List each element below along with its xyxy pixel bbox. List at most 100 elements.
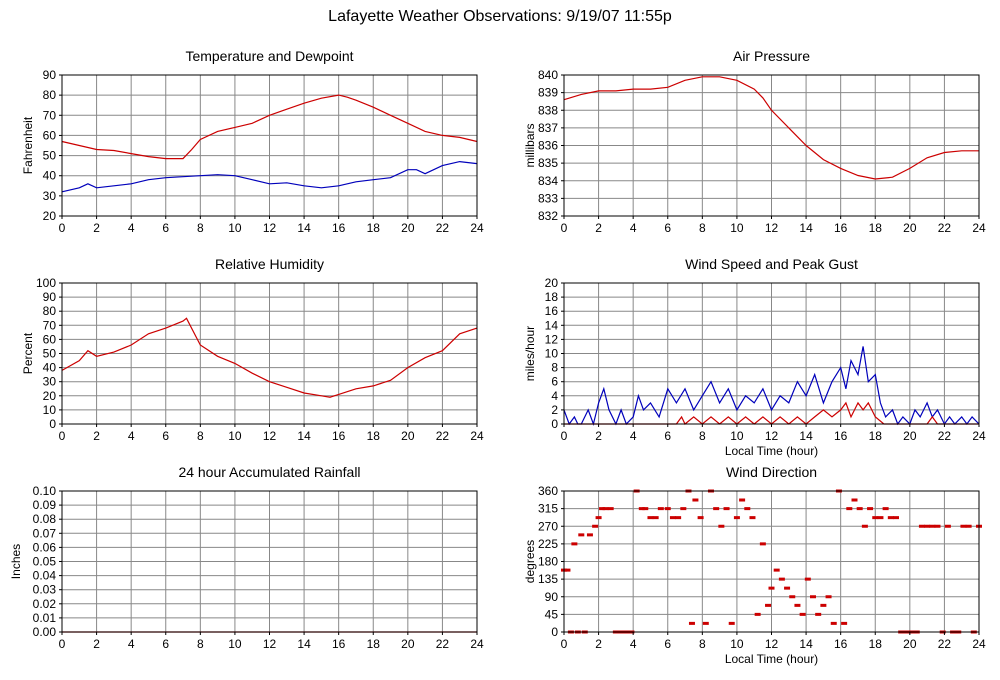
y-tick-label: 270 xyxy=(538,519,558,533)
y-tick-label: 839 xyxy=(538,86,558,100)
x-tick-label: 22 xyxy=(436,221,450,235)
x-tick-label: 16 xyxy=(332,221,346,235)
x-tick-label: 4 xyxy=(630,637,637,651)
y-tick-label: 90 xyxy=(43,290,57,304)
x-tick-label: 8 xyxy=(699,221,706,235)
y-tick-label: 0.00 xyxy=(33,625,57,639)
y-tick-label: 0.09 xyxy=(33,498,57,512)
x-tick-label: 18 xyxy=(367,221,381,235)
x-tick-label: 10 xyxy=(730,221,744,235)
data-point xyxy=(924,524,931,528)
data-point xyxy=(861,524,868,528)
x-tick-label: 16 xyxy=(332,637,346,651)
x-tick-label: 16 xyxy=(834,637,848,651)
data-point xyxy=(882,507,889,511)
y-tick-label: 100 xyxy=(36,276,56,290)
data-point xyxy=(820,603,827,607)
x-tick-label: 20 xyxy=(903,637,917,651)
y-tick-label: 90 xyxy=(43,68,57,82)
x-tick-label: 24 xyxy=(972,637,986,651)
chart-title: Temperature and Dewpoint xyxy=(185,48,353,64)
x-tick-label: 24 xyxy=(470,429,484,443)
x-tick-label: 20 xyxy=(903,221,917,235)
data-point xyxy=(929,524,936,528)
y-tick-label: 0.10 xyxy=(33,484,57,498)
data-point xyxy=(841,621,848,625)
data-point xyxy=(804,577,811,581)
y-tick-label: 0.04 xyxy=(33,569,57,583)
x-tick-label: 12 xyxy=(263,429,277,443)
data-point xyxy=(794,603,801,607)
data-point xyxy=(887,516,894,520)
y-tick-label: 838 xyxy=(538,103,558,117)
data-point xyxy=(669,516,676,520)
data-point xyxy=(664,507,671,511)
y-tick-label: 12 xyxy=(545,332,559,346)
y-axis-label: Inches xyxy=(9,544,23,579)
x-tick-label: 16 xyxy=(834,429,848,443)
y-tick-label: 30 xyxy=(43,189,57,203)
x-tick-label: 22 xyxy=(938,637,952,651)
data-point xyxy=(856,507,863,511)
x-tick-label: 10 xyxy=(730,429,744,443)
x-tick-label: 14 xyxy=(799,429,813,443)
data-point xyxy=(607,507,614,511)
data-point xyxy=(944,524,951,528)
y-tick-label: 0 xyxy=(49,417,56,431)
chart-title: Wind Speed and Peak Gust xyxy=(685,256,858,272)
data-point xyxy=(592,524,599,528)
y-tick-label: 832 xyxy=(538,209,558,223)
x-tick-label: 10 xyxy=(228,637,242,651)
data-point xyxy=(744,507,751,511)
y-tick-label: 14 xyxy=(545,318,559,332)
y-tick-label: 0.08 xyxy=(33,512,57,526)
x-tick-label: 4 xyxy=(128,221,135,235)
y-tick-label: 0.06 xyxy=(33,540,57,554)
x-axis-label: Local Time (hour) xyxy=(725,652,818,666)
x-tick-label: 2 xyxy=(93,221,100,235)
data-point xyxy=(810,595,816,599)
data-point xyxy=(675,516,682,520)
y-tick-label: 20 xyxy=(43,389,57,403)
data-point xyxy=(851,498,858,502)
y-tick-label: 60 xyxy=(43,128,57,142)
data-point xyxy=(799,612,806,616)
y-tick-label: 4 xyxy=(551,389,558,403)
x-tick-label: 12 xyxy=(765,637,779,651)
x-tick-label: 14 xyxy=(297,637,311,651)
data-point xyxy=(754,612,761,616)
y-tick-label: 834 xyxy=(538,174,558,188)
data-point xyxy=(697,516,704,520)
y-tick-label: 840 xyxy=(538,68,558,82)
x-tick-label: 6 xyxy=(664,221,671,235)
chart-title: Relative Humidity xyxy=(215,256,324,272)
data-point xyxy=(692,498,699,502)
x-tick-label: 22 xyxy=(938,429,952,443)
y-axis-label: degrees xyxy=(523,540,537,583)
y-tick-label: 40 xyxy=(43,169,57,183)
data-point xyxy=(918,524,925,528)
x-tick-label: 2 xyxy=(93,637,100,651)
data-point xyxy=(702,621,709,625)
x-tick-label: 20 xyxy=(903,429,917,443)
data-point xyxy=(647,516,654,520)
y-tick-label: 20 xyxy=(43,209,57,223)
y-tick-label: 0 xyxy=(551,417,558,431)
y-tick-label: 45 xyxy=(545,607,559,621)
series-line-blue xyxy=(563,346,980,427)
y-tick-label: 50 xyxy=(43,347,57,361)
data-point xyxy=(733,516,740,520)
y-tick-label: 16 xyxy=(545,304,559,318)
y-tick-label: 30 xyxy=(43,375,57,389)
x-tick-label: 6 xyxy=(162,637,169,651)
x-tick-label: 18 xyxy=(367,637,381,651)
data-point xyxy=(739,498,746,502)
chart-title: Air Pressure xyxy=(733,48,810,64)
x-tick-label: 0 xyxy=(561,221,568,235)
x-tick-label: 8 xyxy=(197,221,204,235)
y-tick-label: 135 xyxy=(538,572,558,586)
data-point xyxy=(768,586,775,590)
